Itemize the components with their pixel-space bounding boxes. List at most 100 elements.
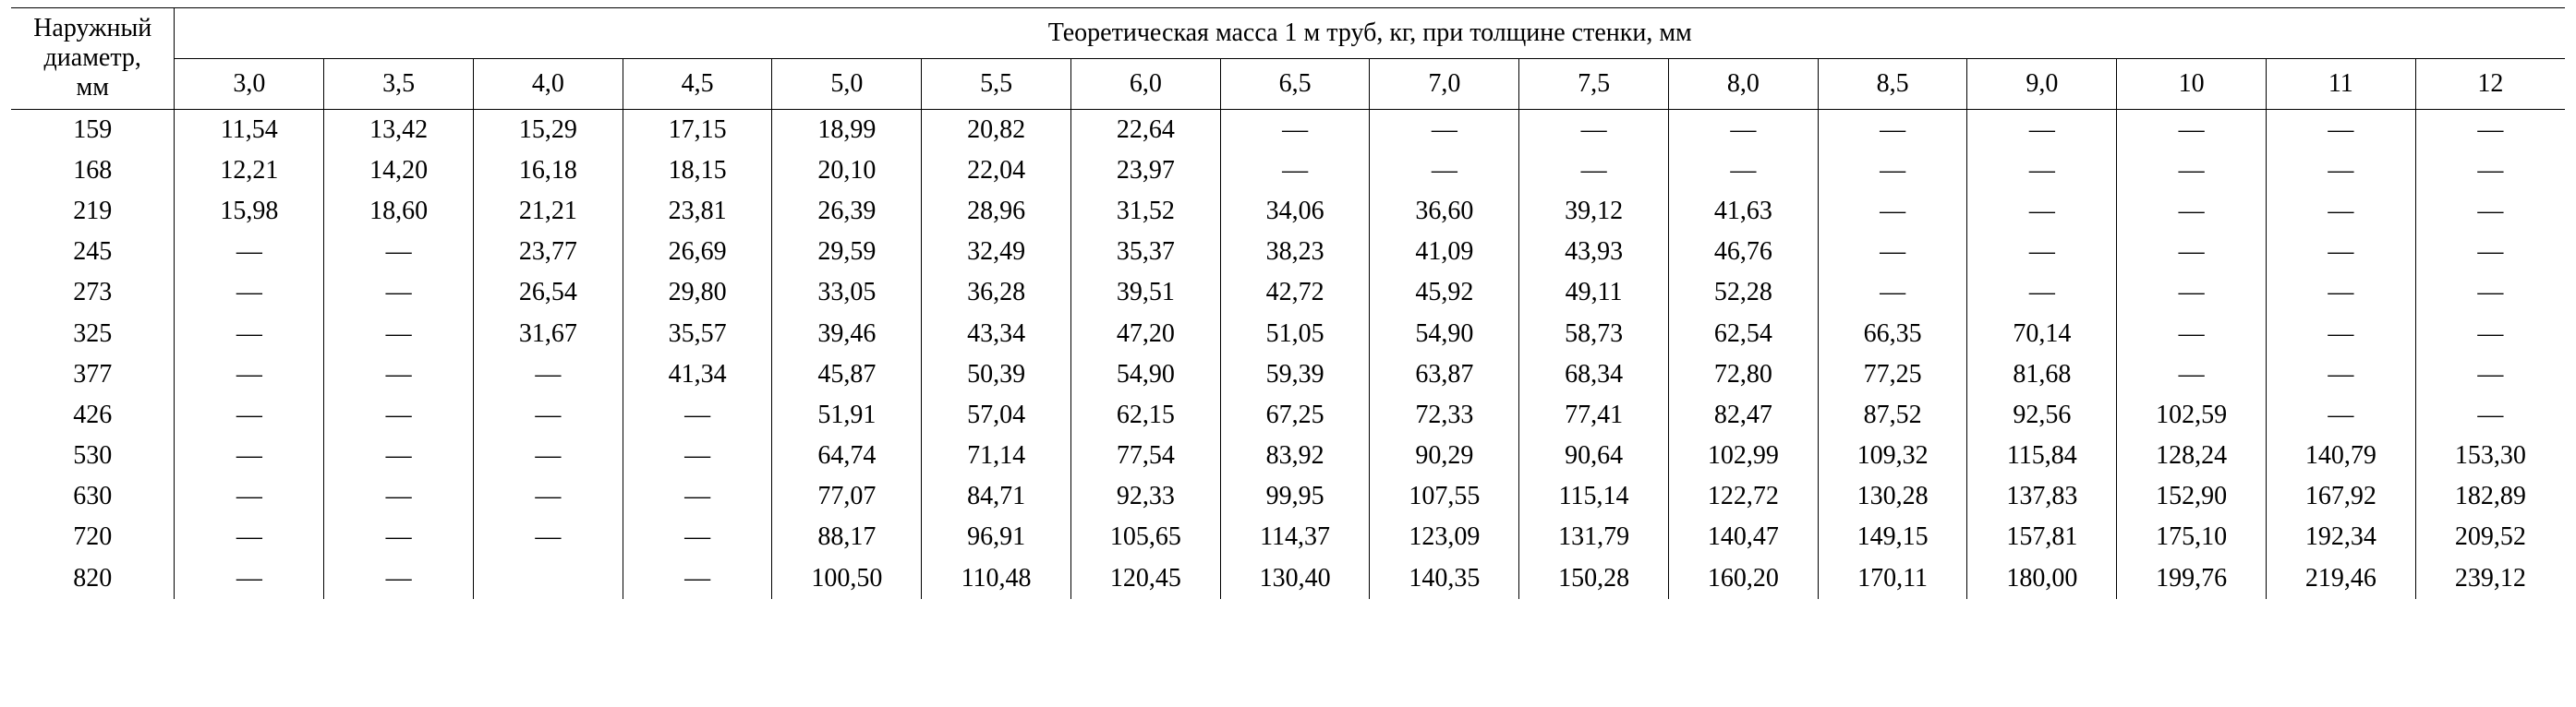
value-cell: 39,12	[1519, 191, 1669, 232]
value-cell: 21,21	[473, 191, 623, 232]
value-cell: 15,98	[175, 191, 324, 232]
value-cell: —	[473, 517, 623, 557]
value-cell: —	[473, 436, 623, 476]
value-cell: —	[473, 354, 623, 395]
value-cell: —	[2117, 109, 2267, 150]
value-cell: 17,15	[623, 109, 772, 150]
value-cell: —	[2266, 354, 2415, 395]
value-cell: 66,35	[1818, 314, 1967, 354]
value-cell: —	[324, 354, 474, 395]
value-cell: 219,46	[2266, 558, 2415, 599]
value-cell: 192,34	[2266, 517, 2415, 557]
value-cell: 128,24	[2117, 436, 2267, 476]
value-cell: 71,14	[922, 436, 1071, 476]
value-cell: 167,92	[2266, 476, 2415, 517]
value-cell: 170,11	[1818, 558, 1967, 599]
diameter-cell: 820	[11, 558, 175, 599]
value-cell: —	[1668, 109, 1818, 150]
value-cell: —	[2415, 272, 2565, 313]
table-row: 630————77,0784,7192,3399,95107,55115,141…	[11, 476, 2565, 517]
value-cell: —	[2415, 150, 2565, 191]
table-row: 377———41,3445,8750,3954,9059,3963,8768,3…	[11, 354, 2565, 395]
value-cell: 45,92	[1370, 272, 1519, 313]
value-cell: 31,67	[473, 314, 623, 354]
value-cell: —	[1370, 109, 1519, 150]
value-cell: —	[324, 558, 474, 599]
value-cell: 62,15	[1070, 395, 1220, 436]
value-cell: 130,28	[1818, 476, 1967, 517]
value-cell: —	[2266, 272, 2415, 313]
value-cell: 14,20	[324, 150, 474, 191]
value-cell: 15,29	[473, 109, 623, 150]
value-cell: 87,52	[1818, 395, 1967, 436]
value-cell: 18,99	[772, 109, 922, 150]
value-cell: 26,69	[623, 232, 772, 272]
header-thickness: 7,0	[1370, 58, 1519, 109]
table-row: 820———100,50110,48120,45130,40140,35150,…	[11, 558, 2565, 599]
value-cell: 16,18	[473, 150, 623, 191]
value-cell: —	[175, 314, 324, 354]
diameter-cell: 720	[11, 517, 175, 557]
value-cell: 102,59	[2117, 395, 2267, 436]
header-thickness: 3,5	[324, 58, 474, 109]
table-head: Наружный диаметр, мм Теоретическая масса…	[11, 8, 2565, 110]
value-cell: 84,71	[922, 476, 1071, 517]
value-cell: —	[623, 558, 772, 599]
value-cell: —	[175, 395, 324, 436]
value-cell: 209,52	[2415, 517, 2565, 557]
value-cell: 77,07	[772, 476, 922, 517]
value-cell: 68,34	[1519, 354, 1669, 395]
value-cell: —	[2415, 191, 2565, 232]
value-cell: —	[324, 272, 474, 313]
value-cell: 140,47	[1668, 517, 1818, 557]
value-cell: —	[1967, 109, 2117, 150]
value-cell: 150,28	[1519, 558, 1669, 599]
value-cell: 23,81	[623, 191, 772, 232]
value-cell: 63,87	[1370, 354, 1519, 395]
value-cell: —	[175, 354, 324, 395]
diameter-cell: 219	[11, 191, 175, 232]
value-cell: 35,37	[1070, 232, 1220, 272]
table-row: 16812,2114,2016,1818,1520,1022,0423,97——…	[11, 150, 2565, 191]
value-cell: 26,54	[473, 272, 623, 313]
value-cell: —	[623, 395, 772, 436]
value-cell: 96,91	[922, 517, 1071, 557]
value-cell: 52,28	[1668, 272, 1818, 313]
value-cell: 120,45	[1070, 558, 1220, 599]
value-cell: —	[2415, 354, 2565, 395]
pipe-mass-table: Наружный диаметр, мм Теоретическая масса…	[11, 7, 2565, 599]
value-cell: —	[2415, 314, 2565, 354]
table-body: 15911,5413,4215,2917,1518,9920,8222,64——…	[11, 109, 2565, 599]
value-cell: —	[623, 436, 772, 476]
value-cell: 81,68	[1967, 354, 2117, 395]
value-cell: 29,59	[772, 232, 922, 272]
value-cell: 90,29	[1370, 436, 1519, 476]
value-cell: 175,10	[2117, 517, 2267, 557]
header-thickness: 10	[2117, 58, 2267, 109]
value-cell: —	[1818, 150, 1967, 191]
value-cell: 45,87	[772, 354, 922, 395]
table-row: 273——26,5429,8033,0536,2839,5142,7245,92…	[11, 272, 2565, 313]
value-cell: —	[1519, 150, 1669, 191]
value-cell: 130,40	[1220, 558, 1370, 599]
value-cell: 62,54	[1668, 314, 1818, 354]
value-cell: 20,82	[922, 109, 1071, 150]
value-cell: 43,93	[1519, 232, 1669, 272]
value-cell: 83,92	[1220, 436, 1370, 476]
value-cell: 39,51	[1070, 272, 1220, 313]
value-cell: —	[2415, 232, 2565, 272]
header-diameter-line1: Наружный	[17, 14, 168, 43]
header-row-2: 3,0 3,5 4,0 4,5 5,0 5,5 6,0 6,5 7,0 7,5 …	[11, 58, 2565, 109]
value-cell: —	[2266, 314, 2415, 354]
value-cell: 57,04	[922, 395, 1071, 436]
value-cell: 54,90	[1370, 314, 1519, 354]
value-cell: 72,33	[1370, 395, 1519, 436]
header-thickness: 6,0	[1070, 58, 1220, 109]
value-cell: 26,39	[772, 191, 922, 232]
table-row: 426————51,9157,0462,1567,2572,3377,4182,…	[11, 395, 2565, 436]
value-cell: —	[2266, 150, 2415, 191]
value-cell: —	[175, 436, 324, 476]
diameter-cell: 168	[11, 150, 175, 191]
diameter-cell: 273	[11, 272, 175, 313]
value-cell: 36,60	[1370, 191, 1519, 232]
